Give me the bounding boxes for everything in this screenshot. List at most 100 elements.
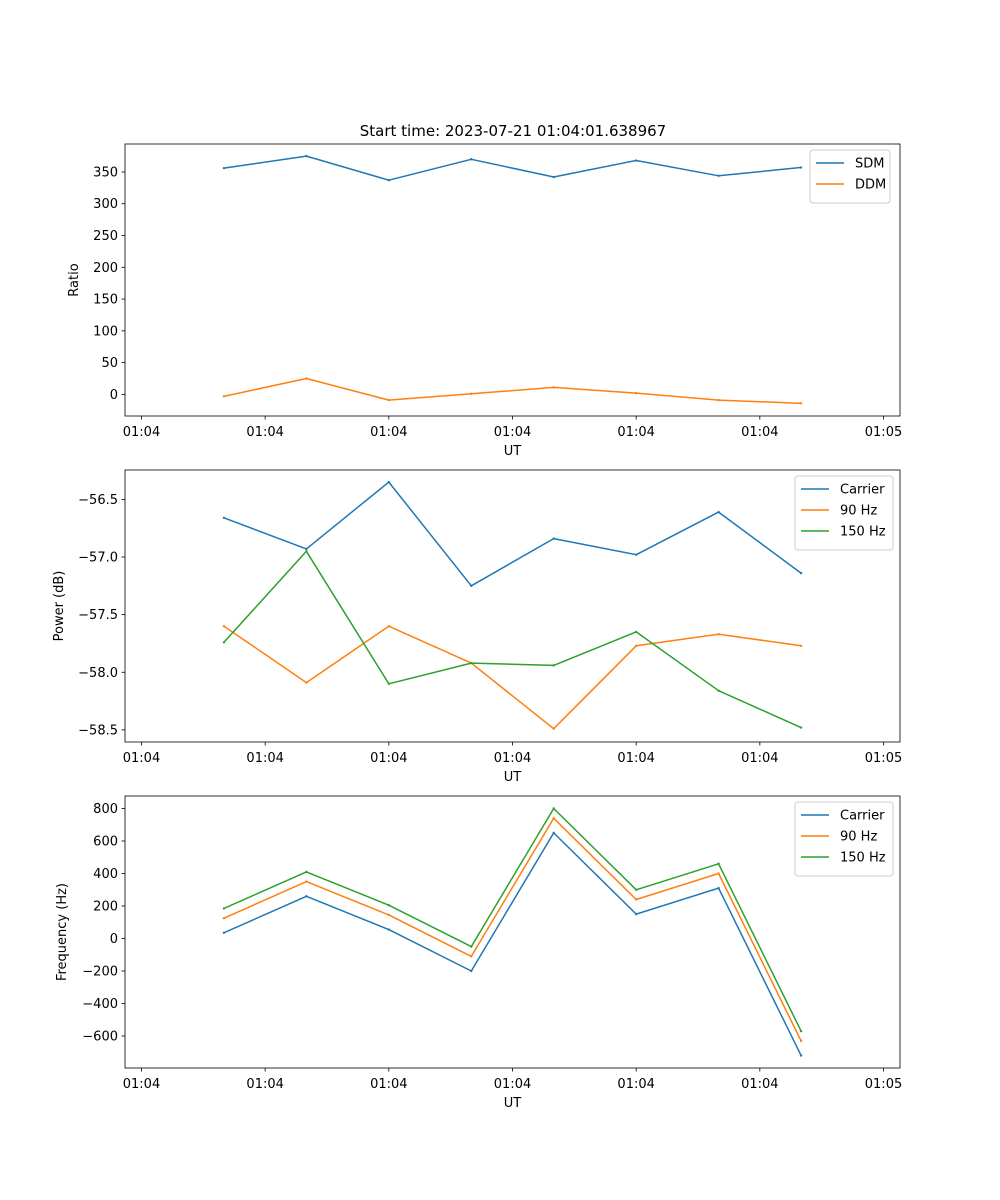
legend-label-1-0: Carrier <box>840 483 885 498</box>
xtick-label-1-3: 01:04 <box>494 751 531 766</box>
data-point-2-0-1 <box>305 895 308 898</box>
data-point-1-0-3 <box>470 584 473 588</box>
data-point-1-0-1 <box>305 547 308 551</box>
ytick-label-1-2: −57.5 <box>78 608 118 623</box>
data-point-2-1-0 <box>222 916 226 920</box>
xtick-label-1-1: 01:04 <box>246 751 283 766</box>
data-point-0-0-1 <box>305 154 308 158</box>
data-point-1-2-2 <box>387 682 391 685</box>
ytick-label-0-0: 0 <box>110 388 118 403</box>
xtick-label-2-4: 01:04 <box>617 1077 654 1092</box>
xaxis-label-2: UT <box>504 1096 522 1111</box>
data-point-1-1-0 <box>222 624 226 628</box>
xtick-label-1-0: 01:04 <box>123 751 160 766</box>
xtick-label-1-5: 01:04 <box>741 751 778 766</box>
data-point-0-0-4 <box>552 175 555 179</box>
series-line-1-2 <box>222 550 803 729</box>
data-point-2-2-7 <box>799 1029 803 1033</box>
data-point-1-1-7 <box>799 644 803 647</box>
ytick-label-2-5: 400 <box>93 867 118 882</box>
ytick-label-2-7: 800 <box>93 802 118 817</box>
data-point-1-0-4 <box>552 537 555 540</box>
xtick-label-0-5: 01:04 <box>741 425 778 440</box>
series-line-2-0 <box>222 832 803 1057</box>
data-point-2-0-0 <box>222 931 226 935</box>
ytick-label-0-4: 200 <box>93 261 118 276</box>
series-line-2-2 <box>222 807 803 1033</box>
ytick-label-0-2: 100 <box>93 324 118 339</box>
ytick-label-2-3: 0 <box>110 932 118 947</box>
ytick-label-1-1: −58.0 <box>78 666 118 681</box>
data-point-0-1-2 <box>387 398 391 402</box>
data-point-1-2-7 <box>799 726 803 729</box>
data-point-2-2-1 <box>305 870 308 874</box>
ytick-label-1-3: −57.0 <box>78 551 118 566</box>
data-point-1-2-3 <box>470 661 473 665</box>
figure-title: Start time: 2023-07-21 01:04:01.638967 <box>360 122 666 140</box>
data-point-1-0-0 <box>222 516 226 520</box>
data-point-1-0-6 <box>717 510 720 514</box>
ytick-label-2-1: −400 <box>82 997 118 1012</box>
xtick-label-1-4: 01:04 <box>617 751 654 766</box>
data-point-0-1-3 <box>470 392 473 395</box>
data-point-2-1-4 <box>552 817 555 820</box>
data-point-0-0-0 <box>222 166 226 170</box>
xtick-label-2-5: 01:04 <box>741 1077 778 1092</box>
xtick-label-2-3: 01:04 <box>494 1077 531 1092</box>
data-point-0-0-7 <box>799 166 803 169</box>
data-point-2-1-2 <box>387 913 391 917</box>
xtick-label-0-3: 01:04 <box>494 425 531 440</box>
legend-label-0-1: DDM <box>855 178 886 193</box>
ytick-label-2-4: 200 <box>93 900 118 915</box>
data-point-1-2-6 <box>717 689 720 692</box>
xtick-label-2-6: 01:05 <box>865 1077 902 1092</box>
ytick-label-2-6: 600 <box>93 835 118 850</box>
data-point-2-2-4 <box>552 807 555 810</box>
series-line-0-0 <box>223 155 802 181</box>
data-point-1-2-1 <box>305 550 308 553</box>
yaxis-label-1: Power (dB) <box>52 571 67 642</box>
data-point-1-1-1 <box>305 681 308 684</box>
xaxis-label-0: UT <box>504 444 522 459</box>
data-point-2-0-3 <box>470 969 473 973</box>
data-point-2-2-2 <box>387 903 391 907</box>
xtick-label-0-2: 01:04 <box>370 425 407 440</box>
data-point-2-2-6 <box>717 862 720 865</box>
legend-label-2-2: 150 Hz <box>840 851 886 866</box>
series-line-2-1 <box>222 817 803 1042</box>
data-point-2-2-5 <box>634 888 638 891</box>
data-point-1-2-0 <box>222 641 226 644</box>
legend-label-0-0: SDM <box>855 157 884 172</box>
xtick-label-2-1: 01:04 <box>246 1077 283 1092</box>
ytick-label-0-5: 250 <box>93 229 118 244</box>
data-point-2-0-7 <box>799 1054 803 1057</box>
data-point-2-0-2 <box>387 928 391 931</box>
ytick-label-1-0: −58.5 <box>78 723 118 738</box>
xtick-label-0-0: 01:04 <box>123 425 160 440</box>
ytick-label-2-0: −600 <box>82 1029 118 1044</box>
data-point-1-1-5 <box>634 644 638 647</box>
xtick-label-2-0: 01:04 <box>123 1077 160 1092</box>
data-point-2-1-7 <box>799 1039 803 1043</box>
series-line-1-1 <box>222 625 802 730</box>
series-line-1-0 <box>222 481 803 587</box>
data-point-2-1-6 <box>717 872 720 875</box>
data-point-2-2-3 <box>470 945 473 948</box>
data-point-1-0-5 <box>634 553 638 556</box>
xtick-label-1-6: 01:05 <box>865 751 902 766</box>
xtick-label-2-2: 01:04 <box>370 1077 407 1092</box>
data-point-1-0-2 <box>387 480 391 484</box>
ytick-label-1-4: −56.5 <box>78 493 118 508</box>
yaxis-label-0: Ratio <box>67 263 82 296</box>
legend-label-1-2: 150 Hz <box>840 525 886 540</box>
ytick-label-0-1: 50 <box>101 356 118 371</box>
data-point-0-0-2 <box>387 179 391 182</box>
data-point-0-0-6 <box>717 174 720 177</box>
data-point-0-1-4 <box>552 386 555 389</box>
ytick-label-0-7: 350 <box>93 165 118 180</box>
xtick-label-1-2: 01:04 <box>370 751 407 766</box>
data-point-1-1-6 <box>717 633 720 636</box>
data-point-2-0-6 <box>717 886 720 890</box>
legend-label-2-0: Carrier <box>840 809 885 824</box>
